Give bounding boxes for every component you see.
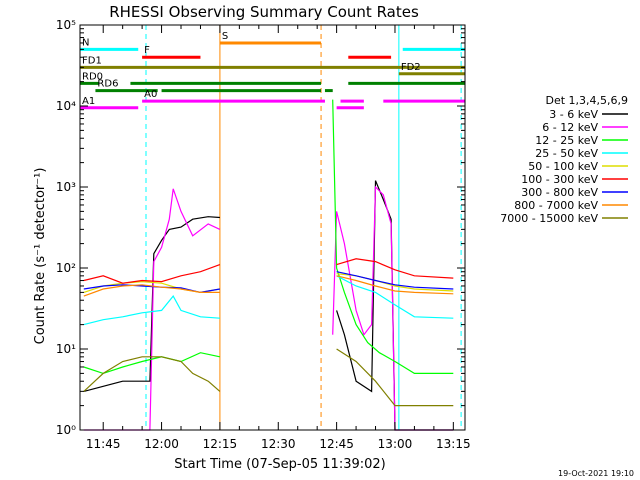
series-line [336, 275, 454, 295]
legend-label: 800 - 7000 keV [514, 199, 598, 212]
series-line [83, 284, 220, 297]
legend-label: 3 - 6 keV [549, 108, 598, 121]
flag-label: N [82, 37, 89, 48]
series-line [83, 295, 220, 326]
legend-label: 50 - 100 keV [528, 160, 598, 173]
flag-label: A0 [144, 89, 157, 100]
vertical-markers [145, 25, 462, 430]
legend-label: 25 - 50 keV [535, 147, 598, 160]
series-line [336, 271, 454, 290]
flag-label: RD6 [97, 79, 118, 90]
series-line [332, 185, 454, 431]
chart-title: RHESSI Observing Summary Count Rates [109, 3, 419, 21]
plot-frame [79, 24, 466, 431]
legend-label: 300 - 800 keV [521, 186, 598, 199]
legend-label: 100 - 300 keV [521, 173, 598, 186]
x-tick-label: 11:45 [86, 437, 121, 451]
legend-label: 6 - 12 keV [542, 121, 598, 134]
legend-label: 12 - 25 keV [535, 134, 598, 147]
x-axis-label: Start Time (07-Sep-05 11:39:02) [174, 457, 385, 472]
x-tick-label: 12:45 [319, 437, 354, 451]
x-tick-label: 12:30 [261, 437, 296, 451]
series-line [336, 275, 454, 319]
series-line [336, 348, 454, 407]
series-lines [83, 99, 454, 431]
y-tick-label: 10² [56, 261, 76, 275]
y-tick-label: 10⁰ [56, 423, 76, 437]
x-tick-label: 13:15 [436, 437, 471, 451]
legend-label: 7000 - 15000 keV [500, 212, 598, 225]
y-tick-label: 10⁴ [56, 99, 76, 113]
y-tick-label: 10⁵ [56, 18, 76, 32]
x-tick-label: 13:00 [378, 437, 413, 451]
flag-label: RD0 [82, 71, 103, 82]
legend-title: Det 1,3,4,5,6,9 [545, 94, 628, 107]
y-tick-label: 10¹ [56, 342, 76, 356]
x-tick-label: 12:00 [144, 437, 179, 451]
series-line [83, 264, 221, 284]
y-tick-label: 10³ [56, 180, 76, 194]
series-line [83, 356, 221, 392]
y-axis-label: Count Rate (s⁻¹ detector⁻¹) [33, 168, 48, 345]
flag-label: A1 [82, 96, 95, 107]
flag-label: FD1 [82, 55, 102, 66]
flag-label: S [222, 31, 228, 42]
axes: 10⁰ 10¹ 10² 10³ 10⁴ 10⁵ 11:45 12:00 12:15 12:30 12… [56, 18, 471, 451]
series-line [83, 352, 221, 375]
footer-date: 19-Oct-2021 19:10 [558, 469, 634, 478]
x-tick-label: 12:15 [203, 437, 238, 451]
flag-label: FD2 [401, 62, 421, 73]
series-line [336, 258, 454, 279]
flag-label: F [144, 45, 150, 56]
